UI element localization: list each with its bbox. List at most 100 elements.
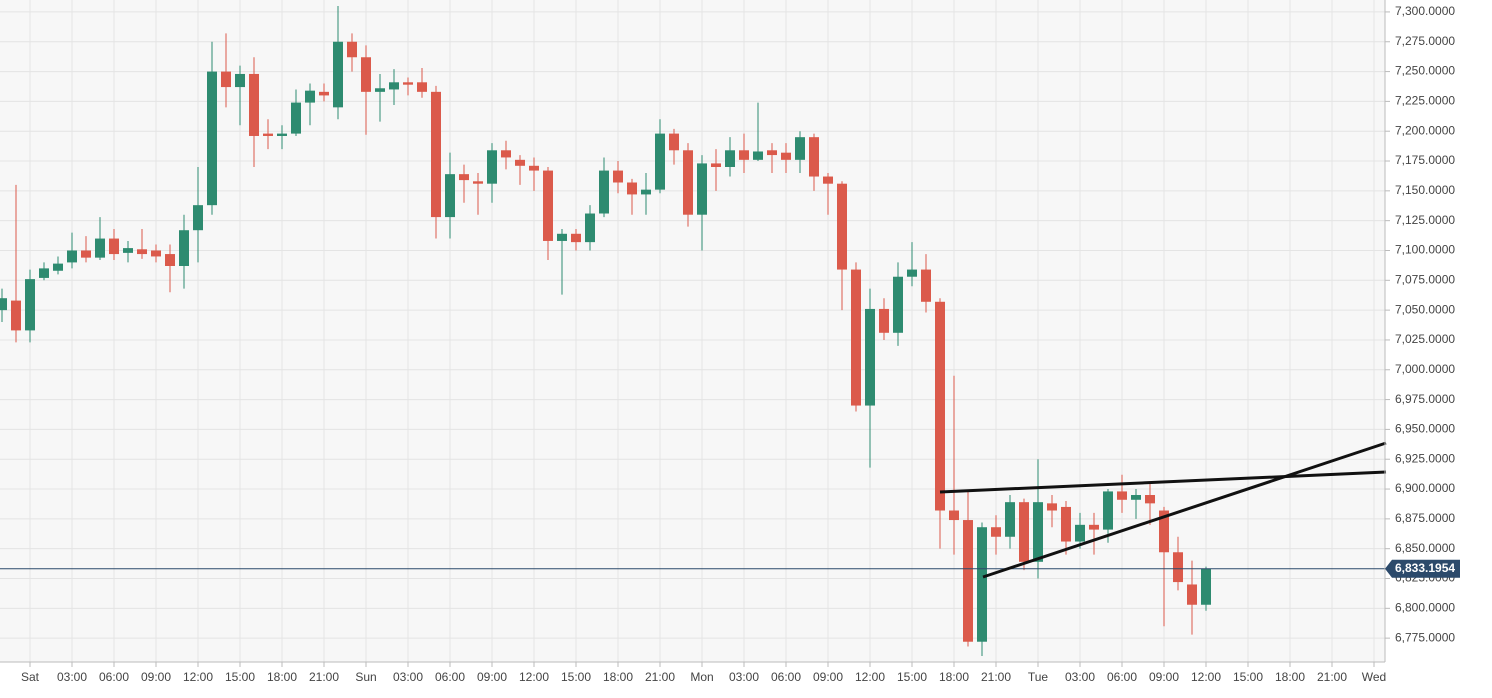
last-price-tag [1385,559,1460,578]
y-tick-label: 7,300.0000 [1395,4,1455,18]
candle-body [389,82,399,90]
last-price-label: 6,833.1954 [1395,561,1455,575]
candle-body [1117,491,1127,500]
y-tick-label: 7,250.0000 [1395,64,1455,78]
candle-body [165,254,175,266]
candle-body [1033,502,1043,562]
candle-body [697,163,707,215]
trend-line [982,441,1387,579]
candle-body [557,233,567,241]
candle-body [445,174,455,218]
candle-body [1047,503,1057,511]
x-tick-label: 03:00 [57,670,87,684]
y-tick-label: 6,925.0000 [1395,451,1455,465]
x-tick-label: 21:00 [1317,670,1347,684]
candle-body [809,137,819,177]
candle-body [95,238,105,258]
candle-body [305,90,315,103]
candle-body [1061,506,1071,542]
candle-body [291,102,301,134]
trend-line [939,470,1387,494]
candles [0,5,1385,657]
x-tick-label: 09:00 [141,670,171,684]
candle-body [739,150,749,160]
candle-body [529,165,539,171]
candle-body [109,238,119,255]
candle-body [39,268,49,278]
y-tick-label: 7,100.0000 [1395,243,1455,257]
candle-body [221,71,231,88]
candle-body [11,300,21,331]
candle-body [417,82,427,92]
y-tick-label: 7,275.0000 [1395,34,1455,48]
candle-body [235,73,245,88]
y-tick-label: 6,950.0000 [1395,422,1455,436]
candle-body [487,150,497,184]
candle-body [263,133,273,136]
candle-body [207,71,217,206]
candle-body [543,170,553,241]
candle-body [249,73,259,136]
candle-body [123,248,133,253]
candle-body [879,308,889,333]
y-tick-label: 7,000.0000 [1395,362,1455,376]
x-tick-label: 06:00 [435,670,465,684]
y-tick-label: 6,800.0000 [1395,600,1455,614]
candle-body [25,279,35,331]
candle-body [767,150,777,156]
candle-body [949,510,959,521]
x-tick-label: 12:00 [855,670,885,684]
candle-body [81,250,91,258]
y-tick-label: 7,175.0000 [1395,153,1455,167]
candle-body [333,41,343,108]
candle-body [655,133,665,190]
candle-body [893,276,903,333]
candle-body [683,150,693,215]
candle-body [837,183,847,270]
x-tick-label: 18:00 [1275,670,1305,684]
x-tick-label: 21:00 [981,670,1011,684]
x-tick-label: 21:00 [309,670,339,684]
candle-body [1089,524,1099,530]
candle-body [585,213,595,243]
candle-body [1187,584,1197,605]
candle-body [711,163,721,167]
candle-body [277,133,287,136]
candle-body [1201,568,1211,605]
x-tick-label: Wed [1362,670,1386,684]
candle-body [977,527,987,642]
y-tick-label: 6,775.0000 [1395,630,1455,644]
candle-body [347,41,357,58]
y-tick-label: 6,900.0000 [1395,481,1455,495]
candle-body [1005,502,1015,537]
x-tick-label: Sun [355,670,376,684]
x-tick-label: 18:00 [267,670,297,684]
x-tick-label: 21:00 [645,670,675,684]
x-tick-label: 03:00 [729,670,759,684]
y-tick-label: 7,225.0000 [1395,94,1455,108]
x-tick-label: 15:00 [225,670,255,684]
candle-body [431,91,441,218]
y-tick-label: 7,050.0000 [1395,302,1455,316]
candle-body [1103,491,1113,530]
candle-body [1075,524,1085,542]
y-tick-label: 6,975.0000 [1395,392,1455,406]
y-tick-label: 6,850.0000 [1395,541,1455,555]
x-tick-label: 12:00 [183,670,213,684]
x-tick-label: 06:00 [1107,670,1137,684]
x-tick-label: Sat [21,670,40,684]
candle-body [599,170,609,214]
y-tick-label: 7,075.0000 [1395,272,1455,286]
candle-body [613,170,623,183]
x-tick-label: 18:00 [603,670,633,684]
candle-body [963,520,973,642]
y-tick-label: 7,025.0000 [1395,332,1455,346]
y-tick-label: 6,875.0000 [1395,511,1455,525]
candle-body [361,57,371,92]
candle-body [319,91,329,96]
candle-body [627,182,637,195]
candle-body [795,137,805,160]
candle-body [935,301,945,511]
candle-body [753,151,763,160]
